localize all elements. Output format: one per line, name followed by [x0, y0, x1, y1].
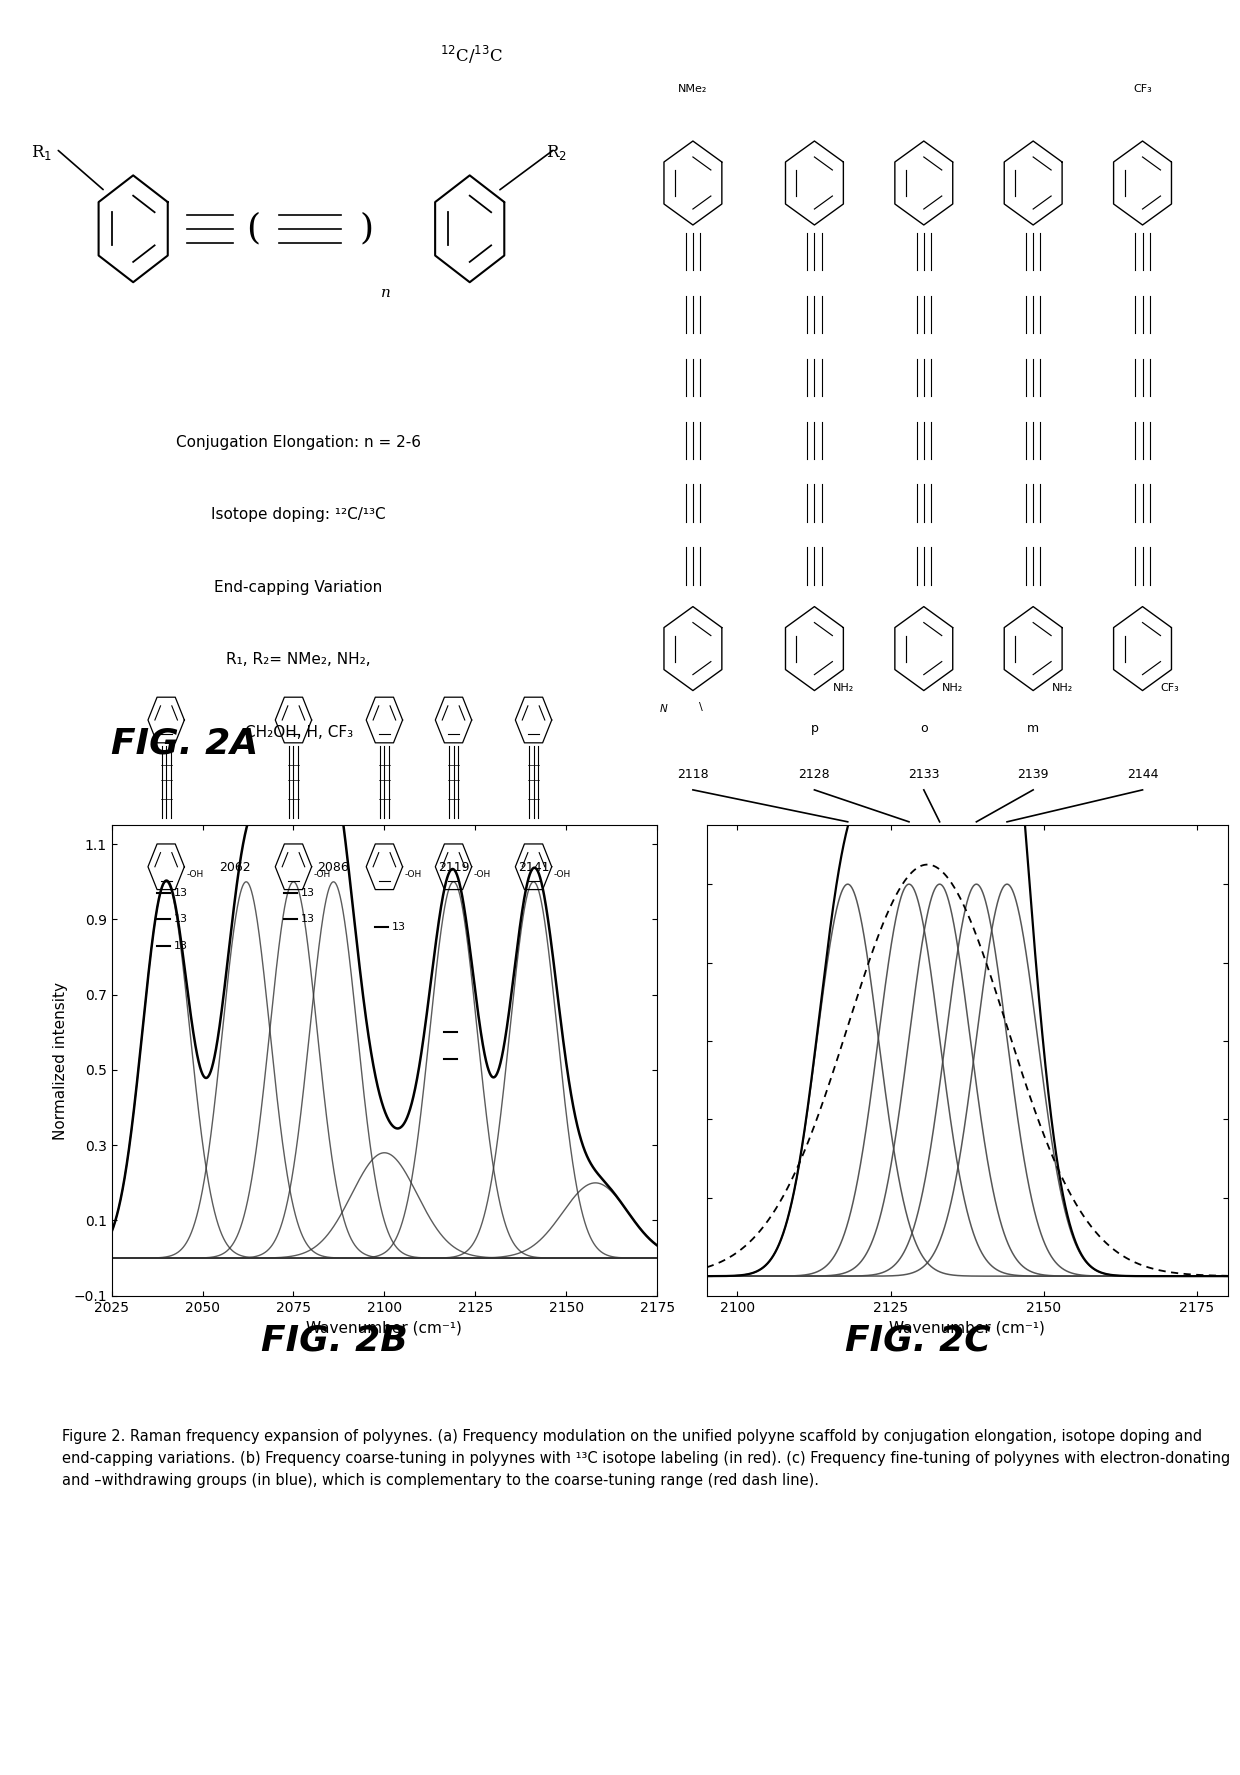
- Text: 2144: 2144: [1127, 769, 1158, 781]
- Text: CH₂OH, H, CF₃: CH₂OH, H, CF₃: [244, 724, 352, 740]
- Text: NMe₂: NMe₂: [678, 83, 708, 94]
- Text: FIG. 2B: FIG. 2B: [262, 1322, 408, 1358]
- Text: 2128: 2128: [799, 769, 831, 781]
- Text: -OH: -OH: [553, 870, 570, 879]
- Text: 13: 13: [174, 914, 187, 925]
- Text: End-capping Variation: End-capping Variation: [215, 580, 383, 595]
- Text: (: (: [246, 211, 260, 245]
- Text: FIG. 2C: FIG. 2C: [844, 1322, 991, 1358]
- Text: Conjugation Elongation: n = 2-6: Conjugation Elongation: n = 2-6: [176, 435, 422, 449]
- Text: NH₂: NH₂: [833, 683, 854, 692]
- Text: 2133: 2133: [908, 769, 940, 781]
- Text: \: \: [699, 701, 703, 712]
- Text: p: p: [811, 722, 818, 735]
- Text: 13: 13: [301, 888, 315, 898]
- Text: CF₃: CF₃: [1133, 83, 1152, 94]
- Text: -OH: -OH: [474, 870, 491, 879]
- Text: n: n: [382, 286, 391, 300]
- Text: -OH: -OH: [314, 870, 331, 879]
- Text: Figure 2. Raman frequency expansion of polyynes. (a) Frequency modulation on the: Figure 2. Raman frequency expansion of p…: [62, 1429, 1230, 1487]
- Text: 2141: 2141: [518, 861, 549, 875]
- X-axis label: Wavenumber (cm⁻¹): Wavenumber (cm⁻¹): [889, 1321, 1045, 1335]
- Text: R₁, R₂= NMe₂, NH₂,: R₁, R₂= NMe₂, NH₂,: [226, 653, 371, 667]
- Text: m: m: [1027, 722, 1039, 735]
- Text: Isotope doping: ¹²C/¹³C: Isotope doping: ¹²C/¹³C: [211, 508, 386, 522]
- Text: 2086: 2086: [317, 861, 350, 875]
- Text: 2139: 2139: [1017, 769, 1049, 781]
- Text: 13: 13: [174, 941, 187, 951]
- Text: ): ): [360, 211, 374, 245]
- Text: R$_1$: R$_1$: [31, 144, 52, 162]
- Text: NH₂: NH₂: [942, 683, 963, 692]
- Text: 13: 13: [174, 888, 187, 898]
- Text: NH₂: NH₂: [1052, 683, 1073, 692]
- Text: 2119: 2119: [438, 861, 469, 875]
- Text: 2062: 2062: [219, 861, 250, 875]
- Text: 2118: 2118: [677, 769, 709, 781]
- Text: FIG. 2A: FIG. 2A: [110, 728, 258, 761]
- Text: o: o: [920, 722, 928, 735]
- Text: -OH: -OH: [404, 870, 422, 879]
- Text: 13: 13: [301, 914, 315, 925]
- Y-axis label: Normalized intensity: Normalized intensity: [52, 982, 67, 1140]
- Text: -OH: -OH: [186, 870, 203, 879]
- Text: $^{12}$C/$^{13}$C: $^{12}$C/$^{13}$C: [440, 44, 502, 66]
- Text: R$_2$: R$_2$: [546, 144, 567, 162]
- Text: 13: 13: [392, 921, 405, 932]
- Text: $N$: $N$: [660, 701, 668, 714]
- X-axis label: Wavenumber (cm⁻¹): Wavenumber (cm⁻¹): [306, 1321, 463, 1335]
- Text: CF₃: CF₃: [1161, 683, 1179, 692]
